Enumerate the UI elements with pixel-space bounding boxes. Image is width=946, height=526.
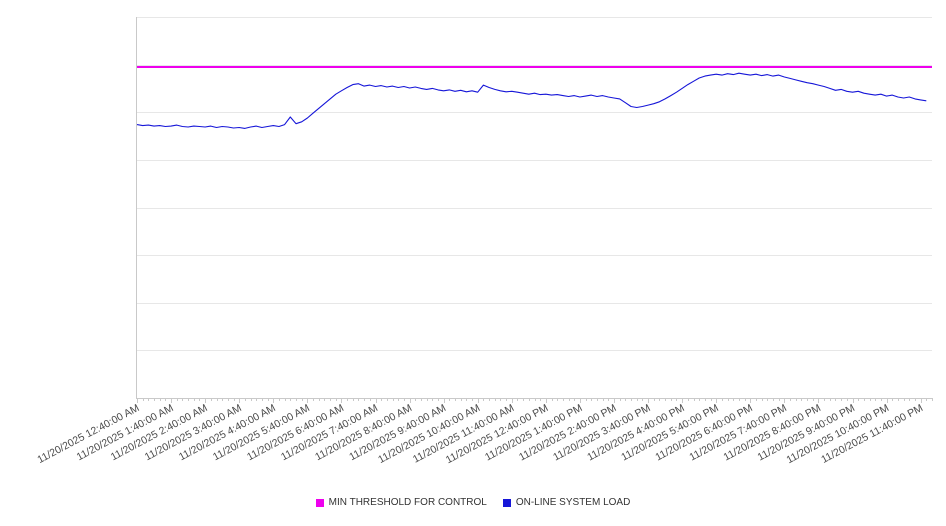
legend-label-system-load: ON-LINE SYSTEM LOAD <box>515 497 631 508</box>
legend: MIN THRESHOLD FOR CONTROL ON-LINE SYSTEM… <box>0 497 946 508</box>
legend-item-min-threshold[interactable]: MIN THRESHOLD FOR CONTROL <box>315 497 487 508</box>
system-load-line <box>136 72 927 129</box>
legend-swatch-min-threshold-icon <box>315 498 324 507</box>
legend-swatch-system-load-icon <box>502 498 511 507</box>
legend-item-system-load[interactable]: ON-LINE SYSTEM LOAD <box>502 497 631 508</box>
legend-label-min-threshold: MIN THRESHOLD FOR CONTROL <box>328 497 487 508</box>
